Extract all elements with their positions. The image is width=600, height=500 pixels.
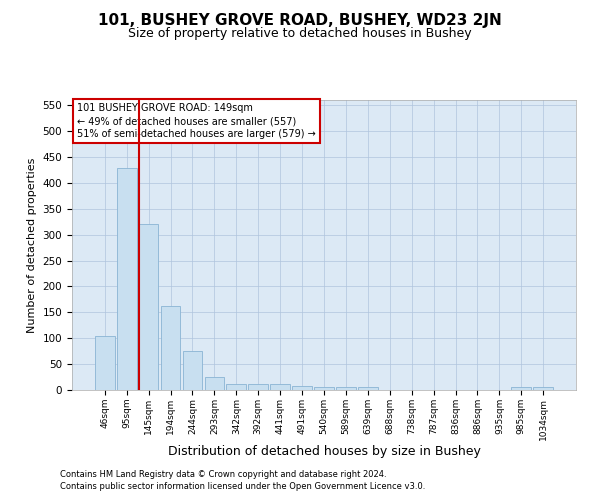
- Bar: [336, 387, 356, 390]
- Bar: [182, 350, 202, 390]
- X-axis label: Distribution of detached houses by size in Bushey: Distribution of detached houses by size …: [167, 445, 481, 458]
- Bar: [95, 336, 115, 390]
- Bar: [511, 388, 531, 390]
- Text: Contains HM Land Registry data © Crown copyright and database right 2024.: Contains HM Land Registry data © Crown c…: [60, 470, 386, 479]
- Bar: [117, 168, 137, 390]
- Bar: [270, 384, 290, 390]
- Text: 101, BUSHEY GROVE ROAD, BUSHEY, WD23 2JN: 101, BUSHEY GROVE ROAD, BUSHEY, WD23 2JN: [98, 12, 502, 28]
- Text: Size of property relative to detached houses in Bushey: Size of property relative to detached ho…: [128, 28, 472, 40]
- Text: Contains public sector information licensed under the Open Government Licence v3: Contains public sector information licen…: [60, 482, 425, 491]
- Bar: [248, 384, 268, 390]
- Y-axis label: Number of detached properties: Number of detached properties: [27, 158, 37, 332]
- Bar: [205, 376, 224, 390]
- Bar: [533, 388, 553, 390]
- Text: 101 BUSHEY GROVE ROAD: 149sqm
← 49% of detached houses are smaller (557)
51% of : 101 BUSHEY GROVE ROAD: 149sqm ← 49% of d…: [77, 103, 316, 140]
- Bar: [358, 388, 378, 390]
- Bar: [292, 386, 312, 390]
- Bar: [139, 224, 158, 390]
- Bar: [226, 384, 246, 390]
- Bar: [161, 306, 181, 390]
- Bar: [314, 388, 334, 390]
